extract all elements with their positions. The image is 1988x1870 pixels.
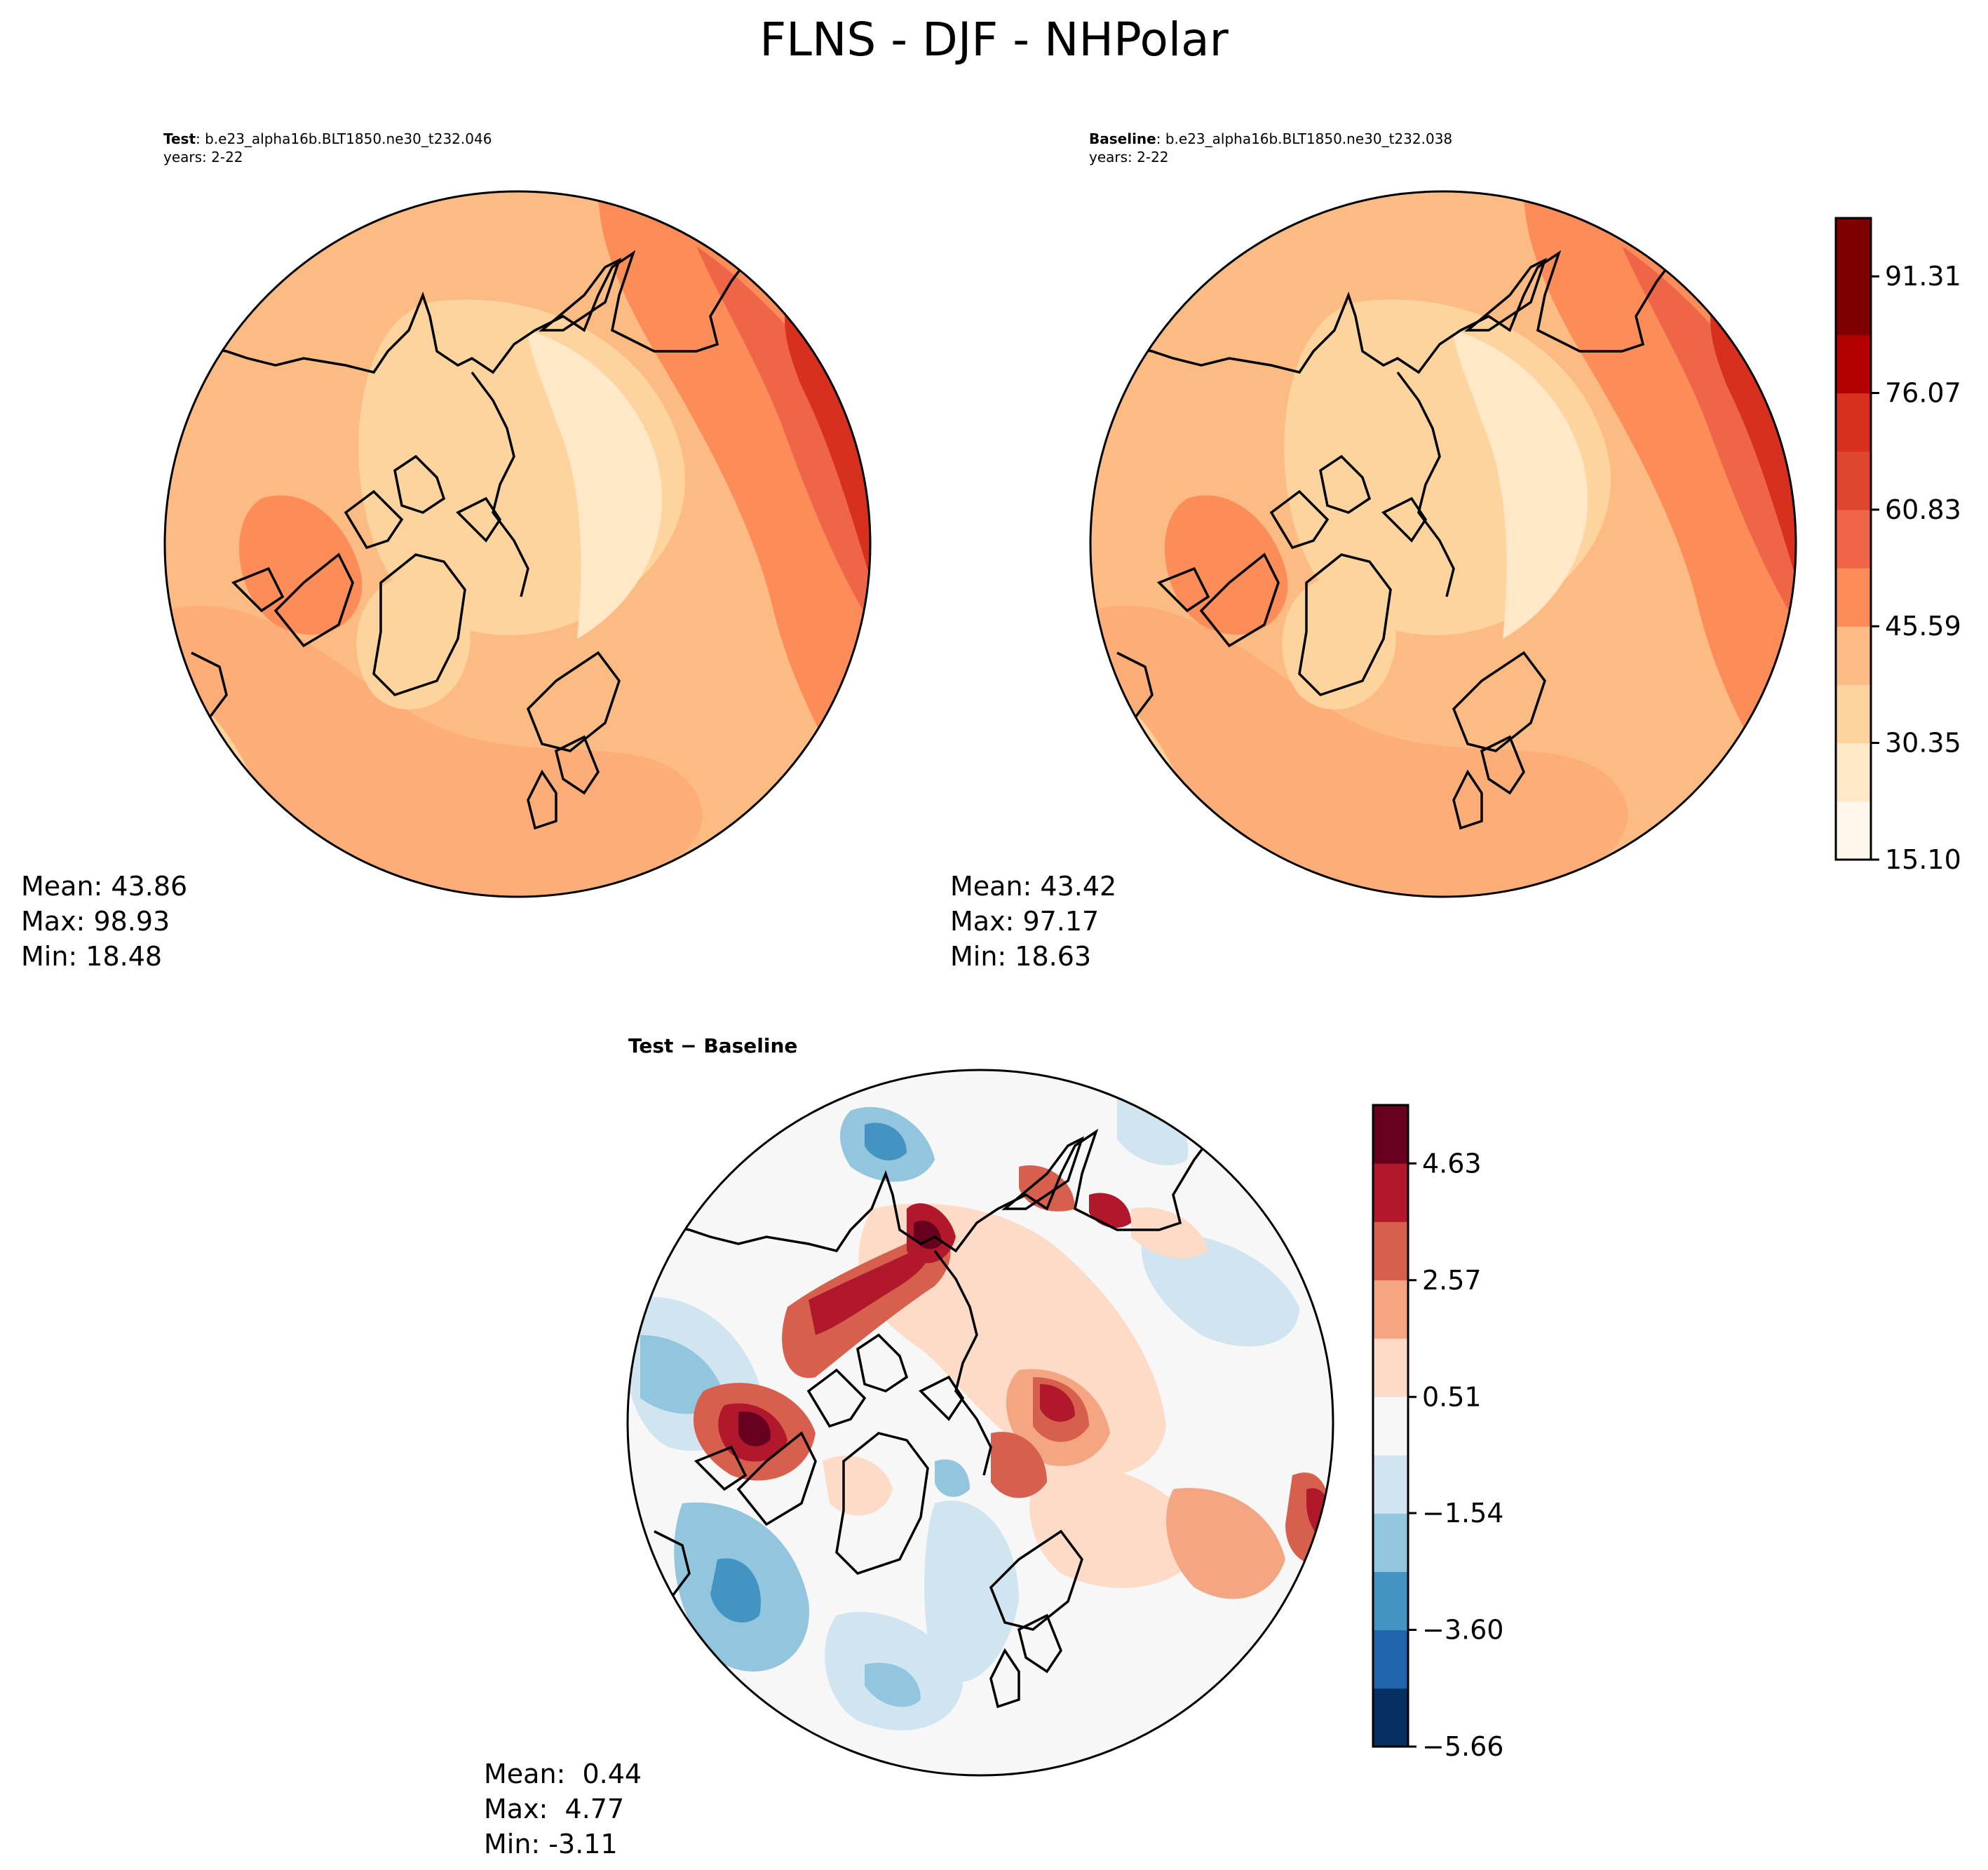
- diff-min: Min: -3.11: [484, 1829, 618, 1859]
- colorbar-diff-band: [1373, 1396, 1408, 1456]
- colorbar-main-band: [1836, 626, 1871, 685]
- baseline-min: Min: 18.63: [950, 941, 1092, 972]
- colorbar-diff-band: [1373, 1513, 1408, 1572]
- test-stats: Mean: 43.86 Max: 98.93 Min: 18.48: [21, 869, 187, 974]
- test-label: Test: [163, 130, 196, 147]
- test-case-name: : b.e23_alpha16b.BLT1850.ne30_t232.046: [196, 130, 492, 147]
- colorbar-diff-tick-label: 0.51: [1422, 1381, 1482, 1412]
- diff-stats: Mean: 0.44 Max: 4.77 Min: -3.11: [484, 1756, 642, 1862]
- test-panel-header: Test: b.e23_alpha16b.BLT1850.ne30_t232.0…: [163, 130, 492, 166]
- colorbar-diff-band: [1373, 1280, 1408, 1339]
- colorbar-main-tick-label: 76.07: [1885, 378, 1961, 409]
- baseline-label: Baseline: [1089, 130, 1156, 147]
- colorbar-diff-tick-label: −3.60: [1422, 1614, 1503, 1645]
- colorbar-main-band: [1836, 684, 1871, 744]
- colorbar-diff-band: [1373, 1338, 1408, 1397]
- colorbar-main-band: [1836, 801, 1871, 860]
- colorbar-main-band: [1836, 276, 1871, 335]
- colorbar-diff-tick-label: −5.66: [1422, 1731, 1503, 1762]
- colorbar-diff-band: [1373, 1571, 1408, 1631]
- colorbar-diff-band: [1373, 1688, 1408, 1747]
- test-min: Min: 18.48: [21, 941, 163, 972]
- baseline-stats: Mean: 43.42 Max: 97.17 Min: 18.63: [950, 869, 1116, 974]
- baseline-mean: Mean: 43.42: [950, 871, 1117, 902]
- test-mean: Mean: 43.86: [21, 871, 188, 902]
- colorbar-diff-band: [1373, 1455, 1408, 1514]
- diff-panel-header: Test − Baseline: [628, 1034, 798, 1057]
- colorbar-main-band: [1836, 218, 1871, 277]
- test-years: years: 2-22: [163, 149, 243, 165]
- colorbar-diff-band: [1373, 1163, 1408, 1222]
- test-max: Max: 98.93: [21, 906, 170, 937]
- colorbar-main-tick-label: 15.10: [1885, 844, 1961, 875]
- figure-title: FLNS - DJF - NHPolar: [759, 13, 1229, 67]
- colorbar-main: 15.10 30.35 45.59 60.83 76.07 91.31: [1834, 217, 1961, 875]
- colorbar-diff-band: [1373, 1221, 1408, 1281]
- colorbar-main-band: [1836, 568, 1871, 627]
- colorbar-diff-band: [1373, 1105, 1408, 1164]
- colorbar-diff-tick-label: 4.63: [1422, 1148, 1482, 1179]
- diff-mean: Mean: 0.44: [484, 1759, 642, 1789]
- colorbar-main-band: [1836, 451, 1871, 510]
- diff-max: Max: 4.77: [484, 1794, 625, 1824]
- colorbar-main-band: [1836, 393, 1871, 452]
- colorbar-main-tick-label: 60.83: [1885, 494, 1961, 525]
- baseline-case-name: : b.e23_alpha16b.BLT1850.ne30_t232.038: [1156, 130, 1453, 147]
- baseline-polar-map: [1089, 190, 1797, 898]
- colorbar-main-band: [1836, 334, 1871, 394]
- baseline-panel-header: Baseline: b.e23_alpha16b.BLT1850.ne30_t2…: [1089, 130, 1452, 166]
- colorbar-diff-band: [1373, 1630, 1408, 1689]
- colorbar-diff-tick-label: 2.57: [1422, 1265, 1482, 1296]
- colorbar-diff: −5.66 −3.60 −1.54 0.51 2.57 4.63: [1372, 1104, 1503, 1762]
- diff-polar-map: [626, 1069, 1334, 1777]
- colorbar-main-band: [1836, 509, 1871, 569]
- colorbar-main-band: [1836, 743, 1871, 802]
- colorbar-main-tick-label: 91.31: [1885, 261, 1961, 292]
- colorbar-main-tick-label: 30.35: [1885, 728, 1961, 759]
- colorbar-diff-tick-label: −1.54: [1422, 1498, 1503, 1529]
- baseline-max: Max: 97.17: [950, 906, 1100, 937]
- colorbar-main-tick-label: 45.59: [1885, 611, 1961, 642]
- baseline-years: years: 2-22: [1089, 149, 1169, 165]
- test-polar-map: [163, 190, 872, 898]
